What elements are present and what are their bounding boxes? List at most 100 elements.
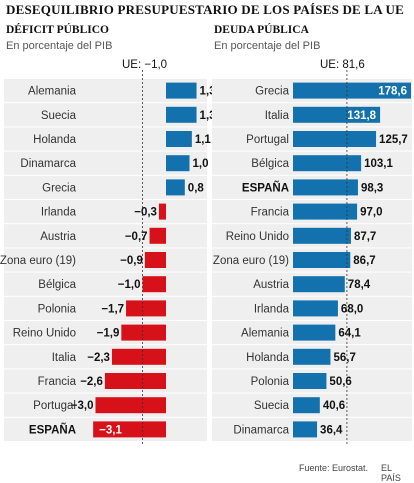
debt-subtitle: En porcentaje del PIB [214,40,321,52]
deficit-subtitle: En porcentaje del PIB [6,40,113,52]
debt-bar [293,82,411,99]
deficit-bar [144,252,166,268]
deficit-bar [121,324,166,341]
deficit-bar [93,421,166,438]
deficit-value-label: 0,8 [188,182,205,194]
deficit-value-label: 1,3 [200,86,216,98]
deficit-row-bg [4,175,207,199]
deficit-bar [158,203,166,220]
debt-category-label: Italia [265,110,290,122]
debt-value-label: 50,6 [329,376,351,388]
source-note: Fuente: Eurostat. [299,463,369,473]
deficit-bar [166,155,190,172]
debt-value-label: 178,6 [378,86,407,98]
debt-bar [293,155,362,172]
debt-category-label: Irlanda [254,303,290,315]
debt-bar [293,252,351,268]
debt-value-label: 103,1 [364,158,393,170]
debt-category-label: Suecia [254,400,290,412]
deficit-bar [149,227,166,244]
debt-reference-label: UE: 81,6 [320,59,365,71]
deficit-category-label: Austria [40,231,76,243]
deficit-bar [166,82,197,99]
deficit-row-bg [4,127,207,151]
deficit-category-label: Dinamarca [20,158,76,170]
debt-value-label: 131,8 [347,110,376,122]
deficit-category-label: Francia [38,376,77,388]
debt-category-label: Zona euro (19) [213,255,289,267]
debt-value-label: 40,6 [323,400,345,412]
debt-bar [293,106,381,123]
debt-value-label: 68,0 [341,303,363,315]
debt-category-label: Bélgica [251,158,289,170]
deficit-row-bg [4,224,207,248]
deficit-bar [166,131,192,147]
debt-value-label: 87,7 [354,231,376,243]
debt-category-label: Alemania [241,328,290,340]
debt-bar [293,348,331,365]
deficit-value-label: −3,1 [99,424,122,436]
debt-category-label: Francia [251,207,290,219]
debt-bar [293,203,358,220]
debt-category-label: ESPAÑA [242,181,289,194]
debt-bar [293,227,351,244]
debt-bar [293,324,336,341]
main-title: DESEQUILIBRIO PRESUPUESTARIO DE LOS PAÍS… [6,2,405,17]
deficit-category-label: Polonia [38,303,77,315]
deficit-row-bg [4,103,207,127]
debt-value-label: 56,7 [333,352,355,364]
debt-bar [293,397,320,414]
debt-value-label: 78,4 [348,279,371,291]
deficit-value-label: −1,0 [118,279,141,291]
deficit-category-label: ESPAÑA [29,423,76,436]
debt-bar [293,421,318,438]
debt-category-label: Polonia [251,376,290,388]
deficit-category-label: Portugal [33,400,76,412]
debt-category-label: Grecia [255,86,289,98]
publisher-credit: EL PAÍS [381,463,401,483]
deficit-bar [95,397,166,414]
debt-value-label: 125,7 [379,134,408,146]
deficit-bar [104,373,166,389]
deficit-value-label: 1,0 [193,158,209,170]
debt-value-label: 97,0 [360,207,382,219]
deficit-category-label: Suecia [41,110,77,122]
debt-value-label: 36,4 [320,424,343,436]
deficit-reference-label: UE: −1,0 [122,59,168,71]
deficit-bar [126,300,166,317]
debt-bar [293,131,377,147]
deficit-value-label: −2,6 [80,376,103,388]
debt-value-label: 98,3 [361,182,383,194]
deficit-category-label: Alemania [28,86,77,98]
debt-value-label: 86,7 [353,255,375,267]
deficit-row-bg [4,151,207,175]
deficit-value-label: 1,3 [200,110,216,122]
debt-category-label: Reino Unido [226,231,289,243]
debt-value-label: 64,1 [338,328,361,340]
deficit-value-label: −0,7 [125,231,148,243]
deficit-row-bg [4,200,207,224]
deficit-value-label: −1,9 [97,328,120,340]
debt-bar [293,373,327,389]
deficit-bar [166,106,197,123]
debt-bar [293,179,358,196]
deficit-value-label: −3,0 [71,400,94,412]
deficit-category-label: Bélgica [38,279,76,291]
debt-bar [293,300,338,317]
deficit-row-bg [4,79,207,103]
debt-category-label: Portugal [246,134,289,146]
deficit-value-label: −2,3 [87,352,110,364]
deficit-row-bg [4,272,207,296]
debt-bar [293,276,345,293]
deficit-category-label: Reino Unido [13,328,76,340]
deficit-category-label: Grecia [42,182,76,194]
debt-category-label: Holanda [246,352,289,364]
deficit-category-label: Holanda [33,134,76,146]
deficit-category-label: Zona euro (19) [0,255,76,267]
debt-title: DEUDA PÚBLICA [214,24,309,36]
deficit-category-label: Irlanda [41,207,77,219]
deficit-value-label: −0,9 [120,255,143,267]
deficit-value-label: 1,1 [195,134,212,146]
deficit-bar [142,276,166,293]
